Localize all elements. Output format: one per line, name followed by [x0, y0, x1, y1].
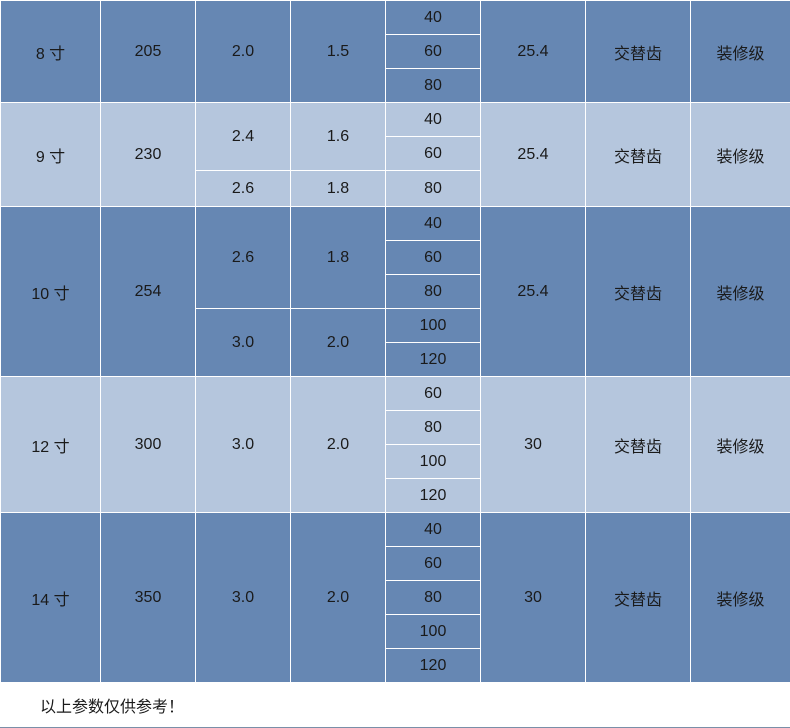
cell-size: 10 寸 — [1, 207, 101, 377]
table-row: 10 寸2542.61.84025.4交替齿装修级 — [1, 207, 790, 241]
cell-spec-b: 1.5 — [291, 1, 386, 103]
cell-bore: 25.4 — [481, 1, 586, 103]
cell-val: 80 — [386, 581, 481, 615]
cell-dia: 230 — [101, 103, 196, 207]
cell-spec-a: 3.0 — [196, 377, 291, 513]
cell-spec-a: 3.0 — [196, 309, 291, 377]
cell-size: 9 寸 — [1, 103, 101, 207]
cell-spec-b: 2.0 — [291, 309, 386, 377]
cell-val: 100 — [386, 309, 481, 343]
cell-val: 120 — [386, 343, 481, 377]
cell-val: 60 — [386, 137, 481, 171]
cell-val: 40 — [386, 1, 481, 35]
cell-val: 100 — [386, 615, 481, 649]
spec-table-container: 8 寸2052.01.54025.4交替齿装修级60809 寸2302.41.6… — [0, 0, 790, 728]
cell-dia: 254 — [101, 207, 196, 377]
cell-spec-a: 2.4 — [196, 103, 291, 171]
cell-tooth: 交替齿 — [586, 207, 691, 377]
cell-grade: 装修级 — [691, 377, 790, 513]
cell-bore: 30 — [481, 377, 586, 513]
cell-size: 8 寸 — [1, 1, 101, 103]
cell-spec-b: 1.8 — [291, 207, 386, 309]
table-row: 14 寸3503.02.04030交替齿装修级 — [1, 513, 790, 547]
cell-val: 120 — [386, 479, 481, 513]
spec-table: 8 寸2052.01.54025.4交替齿装修级60809 寸2302.41.6… — [0, 0, 790, 683]
cell-bore: 25.4 — [481, 207, 586, 377]
cell-tooth: 交替齿 — [586, 513, 691, 683]
table-row: 9 寸2302.41.64025.4交替齿装修级 — [1, 103, 790, 137]
cell-val: 80 — [386, 171, 481, 207]
cell-val: 40 — [386, 103, 481, 137]
cell-grade: 装修级 — [691, 1, 790, 103]
cell-spec-a: 2.6 — [196, 207, 291, 309]
cell-val: 100 — [386, 445, 481, 479]
cell-spec-b: 2.0 — [291, 513, 386, 683]
cell-grade: 装修级 — [691, 513, 790, 683]
cell-spec-a: 2.0 — [196, 1, 291, 103]
cell-val: 60 — [386, 547, 481, 581]
cell-bore: 30 — [481, 513, 586, 683]
cell-spec-b: 1.6 — [291, 103, 386, 171]
cell-val: 60 — [386, 377, 481, 411]
cell-tooth: 交替齿 — [586, 1, 691, 103]
footer-note: 以上参数仅供参考！ — [0, 683, 790, 728]
cell-val: 40 — [386, 513, 481, 547]
table-row: 8 寸2052.01.54025.4交替齿装修级 — [1, 1, 790, 35]
cell-spec-b: 2.0 — [291, 377, 386, 513]
cell-val: 120 — [386, 649, 481, 683]
cell-spec-a: 3.0 — [196, 513, 291, 683]
cell-val: 40 — [386, 207, 481, 241]
cell-val: 60 — [386, 241, 481, 275]
cell-dia: 300 — [101, 377, 196, 513]
cell-bore: 25.4 — [481, 103, 586, 207]
cell-val: 60 — [386, 35, 481, 69]
cell-val: 80 — [386, 69, 481, 103]
cell-val: 80 — [386, 411, 481, 445]
cell-dia: 350 — [101, 513, 196, 683]
table-row: 12 寸3003.02.06030交替齿装修级 — [1, 377, 790, 411]
cell-dia: 205 — [101, 1, 196, 103]
cell-spec-a: 2.6 — [196, 171, 291, 207]
cell-val: 80 — [386, 275, 481, 309]
cell-tooth: 交替齿 — [586, 103, 691, 207]
cell-spec-b: 1.8 — [291, 171, 386, 207]
cell-grade: 装修级 — [691, 103, 790, 207]
cell-grade: 装修级 — [691, 207, 790, 377]
cell-size: 14 寸 — [1, 513, 101, 683]
cell-tooth: 交替齿 — [586, 377, 691, 513]
cell-size: 12 寸 — [1, 377, 101, 513]
